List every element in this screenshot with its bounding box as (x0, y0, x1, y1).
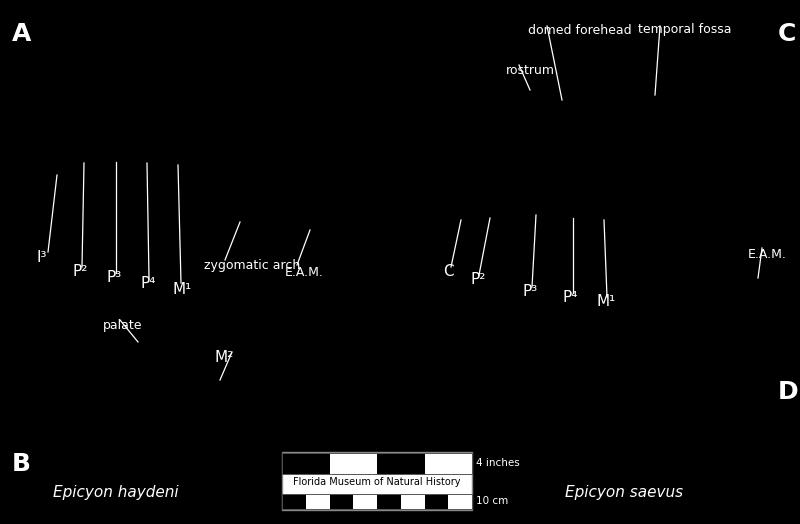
Text: C: C (778, 22, 796, 46)
Text: P²: P² (73, 265, 88, 279)
Bar (282, 494, 306, 509)
Text: E.A.M.: E.A.M. (748, 248, 787, 261)
Text: I³: I³ (36, 250, 46, 266)
Bar (377, 494, 401, 509)
Text: C: C (443, 265, 454, 279)
Bar (282, 494, 472, 509)
Text: temporal fossa: temporal fossa (638, 24, 731, 37)
Bar (401, 494, 425, 509)
Text: 10 cm: 10 cm (476, 496, 508, 507)
Text: Florida Museum of Natural History: Florida Museum of Natural History (294, 477, 461, 487)
Text: zygomatic arch: zygomatic arch (204, 258, 300, 271)
Text: P³: P³ (523, 285, 538, 300)
Text: P²: P² (470, 272, 486, 288)
Text: D: D (778, 380, 798, 404)
Bar (425, 453, 472, 474)
Bar (425, 494, 448, 509)
Text: M¹: M¹ (596, 294, 615, 310)
Bar (354, 494, 377, 509)
Text: E.A.M.: E.A.M. (285, 266, 324, 278)
Text: Epicyon haydeni: Epicyon haydeni (53, 485, 179, 499)
Text: M²: M² (215, 351, 234, 366)
Text: P⁴: P⁴ (140, 277, 155, 291)
Bar (306, 494, 330, 509)
Text: Epicyon saevus: Epicyon saevus (565, 485, 683, 499)
Bar (282, 453, 330, 474)
Bar (330, 453, 377, 474)
Text: P³: P³ (107, 270, 122, 286)
Bar (448, 494, 472, 509)
Text: palate: palate (103, 320, 142, 333)
Bar (282, 452, 472, 510)
Bar (330, 494, 354, 509)
Text: domed forehead: domed forehead (528, 24, 632, 37)
Text: M¹: M¹ (172, 282, 191, 298)
Bar (282, 453, 472, 474)
Text: A: A (12, 22, 31, 46)
Text: P⁴: P⁴ (563, 290, 578, 305)
Bar (377, 453, 425, 474)
Text: 4 inches: 4 inches (476, 458, 520, 468)
Text: rostrum: rostrum (506, 63, 555, 77)
Text: B: B (12, 452, 31, 476)
